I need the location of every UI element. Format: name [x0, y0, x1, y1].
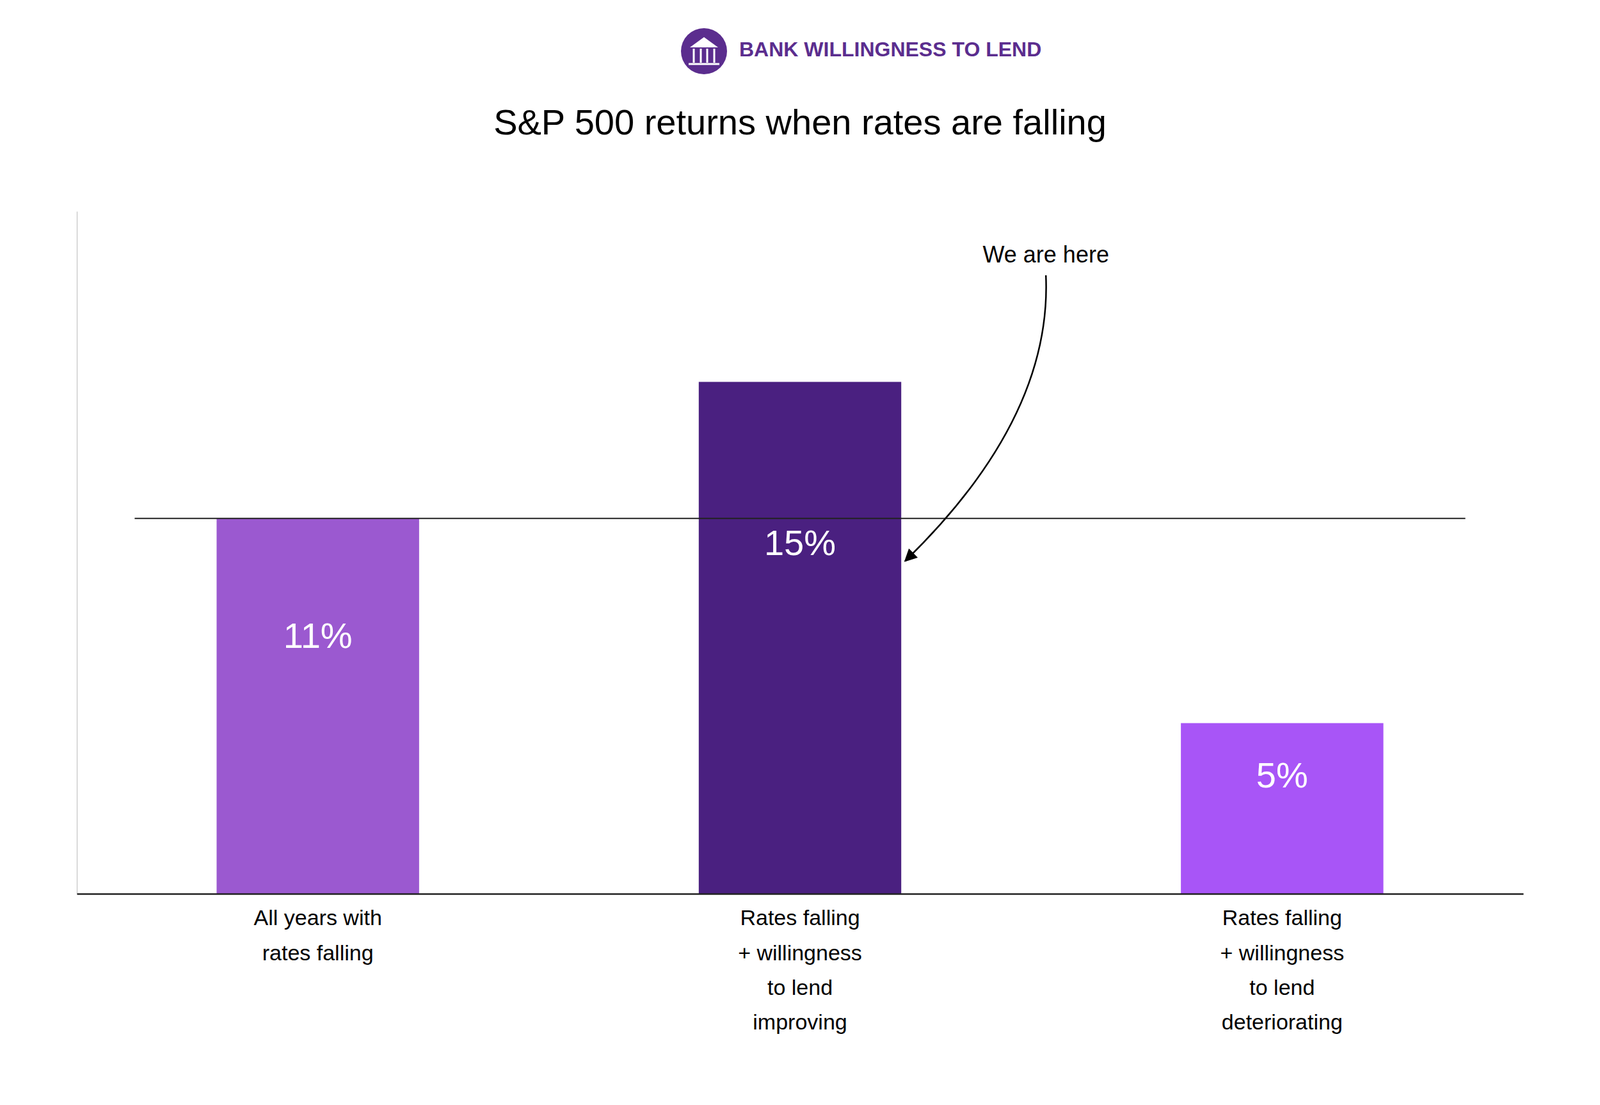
reference-line — [134, 517, 1465, 520]
marks — [134, 382, 1465, 895]
value-label: 5% — [1256, 754, 1309, 795]
y-axis-line — [76, 211, 78, 895]
icon-pillar — [693, 48, 696, 63]
icon-pillar — [713, 48, 716, 63]
icon-base — [688, 63, 720, 66]
x-tick-label: Rates falling+ willingnessto lendimprovi… — [737, 904, 863, 1034]
y-axis — [76, 211, 78, 895]
icon-circle — [680, 28, 728, 75]
bar — [1180, 723, 1384, 895]
annotation-arrow — [904, 275, 1046, 561]
icon-pillar — [706, 48, 709, 63]
x-tick: Rates falling+ willingnessto lendimprovi… — [737, 893, 863, 1034]
plot: All years withrates falling Rates falling… — [77, 211, 1524, 1035]
x-tick: All years withrates falling — [254, 893, 383, 965]
title: S&P 500 returns when rates are falling — [493, 101, 1107, 143]
bar — [216, 518, 419, 894]
icon-pillar — [700, 48, 703, 63]
icon-roof — [689, 37, 719, 48]
x-tick-label: All years withrates falling — [254, 904, 383, 964]
bar — [698, 382, 902, 895]
x-tick: Rates falling+ willingnessto lenddeterio… — [1219, 893, 1344, 1034]
x-axis: All years withrates falling Rates falling… — [77, 893, 1524, 1034]
header-icon — [680, 28, 728, 75]
x-tick-label: Rates falling+ willingnessto lenddeterio… — [1219, 904, 1344, 1034]
chart: BANK WILLINGNESS TO LEND S&P 500 returns … — [0, 0, 1600, 1105]
header: BANK WILLINGNESS TO LEND — [739, 37, 1042, 61]
x-axis-line — [77, 892, 1524, 895]
annotation: We are here — [982, 241, 1109, 268]
value-label: 15% — [764, 522, 836, 563]
value-label: 11% — [283, 615, 353, 656]
